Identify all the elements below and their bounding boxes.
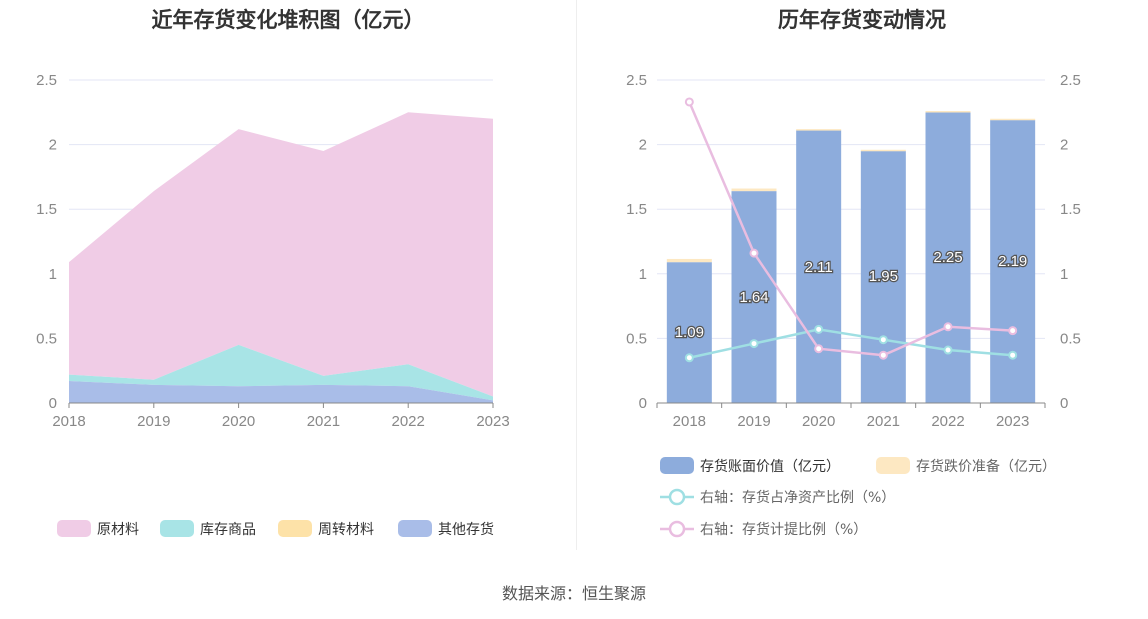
x-tick-label: 2018 — [673, 413, 706, 430]
legend-label: 右轴：存货计提比例（%） — [700, 521, 867, 538]
y-tick-label: 2.5 — [36, 72, 57, 89]
bar-data-label: 1.95 — [869, 268, 898, 285]
left-chart-panel: 近年存货变化堆积图（亿元） 0 0.5 1 1.5 2 2.5 2018 2019 2020 20… — [0, 0, 576, 560]
legend-swatch — [660, 457, 694, 474]
y-tick-label: 1.5 — [36, 201, 57, 218]
x-tick-label: 2023 — [476, 413, 509, 430]
legend-swatch — [278, 520, 312, 537]
y-tick-label: 0 — [49, 395, 57, 412]
bar-data-label: 2.25 — [933, 249, 962, 266]
y-tick-label: 1 — [639, 266, 647, 283]
x-tick-label: 2023 — [996, 413, 1029, 430]
bar-data-label: 2.19 — [998, 253, 1027, 270]
line-provision-ratio — [688, 101, 1013, 357]
y-tick-label: 1.5 — [626, 201, 647, 218]
line-net-asset-ratio — [689, 328, 1013, 360]
legend-label: 存货跌价准备（亿元） — [916, 458, 1056, 475]
line-provision-ratio-point — [878, 350, 888, 360]
legend-label: 存货账面价值（亿元） — [700, 458, 840, 475]
x-tick-label: 2019 — [137, 413, 170, 430]
line-provision-ratio-point — [1008, 326, 1018, 336]
line-net-asset-ratio-point — [684, 353, 694, 363]
y-tick-label: 1 — [49, 266, 57, 283]
legend-marker — [668, 488, 686, 506]
legend-swatch — [160, 520, 194, 537]
legend-swatch — [876, 457, 910, 474]
x-tick-label: 2020 — [222, 413, 255, 430]
x-tick-label: 2022 — [931, 413, 964, 430]
line-net-asset-ratio-point — [878, 335, 888, 345]
y-tick-label: 2 — [49, 137, 57, 154]
legend-label: 其他存货 — [438, 521, 494, 538]
line-net-asset-ratio-point — [749, 339, 759, 349]
bar-impairment — [796, 129, 842, 131]
right-chart-title: 历年存货变动情况 — [778, 8, 946, 32]
line-net-asset-ratio-point — [943, 345, 953, 355]
y2-tick-label: 1 — [1060, 266, 1068, 283]
line-net-asset-ratio-point — [1008, 350, 1018, 360]
line-provision-ratio-point — [684, 97, 694, 107]
y2-tick-label: 0 — [1060, 395, 1068, 412]
y2-tick-label: 1.5 — [1060, 201, 1081, 218]
x-tick-label: 2019 — [737, 413, 770, 430]
area-其他存货 — [69, 381, 493, 403]
bar-book-value — [731, 191, 777, 403]
bar-impairment — [860, 149, 906, 152]
x-tick-label: 2022 — [392, 413, 425, 430]
y-tick-label: 0.5 — [36, 330, 57, 347]
legend-swatch — [57, 520, 91, 537]
legend-label: 库存商品 — [200, 522, 256, 538]
bar-book-value — [666, 262, 712, 403]
y-tick-label: 0.5 — [626, 330, 647, 347]
line-net-asset-ratio-point — [814, 324, 824, 334]
legend-swatch — [398, 520, 432, 537]
y2-tick-label: 0.5 — [1060, 330, 1081, 347]
bar-data-label: 1.09 — [675, 324, 704, 341]
stacked-area-chart: 0 0.5 1 1.5 2 2.5 2018 2019 2020 2021 2022 2023 原材料 库… — [36, 72, 510, 538]
bar-impairment — [925, 111, 971, 113]
y-tick-label: 0 — [639, 395, 647, 412]
x-tick-label: 2018 — [52, 413, 85, 430]
panel-divider — [576, 0, 577, 550]
bar-data-label: 2.11 — [805, 259, 833, 276]
legend-label: 周转材料 — [318, 522, 374, 538]
y-tick-label: 2.5 — [626, 72, 647, 89]
area-库存商品 — [69, 344, 493, 401]
x-tick-label: 2021 — [867, 413, 900, 430]
y-tick-label: 2 — [639, 137, 647, 154]
x-tick-label: 2021 — [307, 413, 340, 430]
x-tick-label: 2020 — [802, 413, 835, 430]
y2-tick-label: 2.5 — [1060, 72, 1081, 89]
legend-marker — [668, 520, 686, 538]
bar-book-value — [796, 130, 842, 403]
bar-impairment — [731, 188, 777, 192]
bar-impairment — [666, 258, 712, 263]
bar-line-chart: 0 0.5 1 1.5 2 2.5 0 0.5 1 1.5 2 2.5 2018 2019 2020 2021… — [626, 72, 1081, 538]
legend-label: 原材料 — [97, 522, 139, 538]
line-provision-ratio-point — [943, 322, 953, 332]
right-chart-panel: 历年存货变动情况 0 0.5 1 1.5 2 2.5 0 0.5 1 1.5 2 2.5 2018 201… — [576, 0, 1148, 560]
line-provision-ratio-point — [749, 248, 759, 258]
y2-tick-label: 2 — [1060, 137, 1068, 154]
bar-impairment — [990, 118, 1036, 121]
line-provision-ratio-point — [814, 344, 824, 354]
bar-data-label: 1.64 — [739, 289, 768, 306]
data-source-note: 数据来源：恒生聚源 — [501, 584, 646, 603]
legend-label: 右轴：存货占净资产比例（%） — [700, 489, 895, 506]
area-原材料 — [69, 112, 493, 397]
bar-book-value — [860, 151, 906, 403]
left-chart-title: 近年存货变化堆积图（亿元） — [151, 8, 425, 32]
bar-book-value — [925, 112, 971, 404]
